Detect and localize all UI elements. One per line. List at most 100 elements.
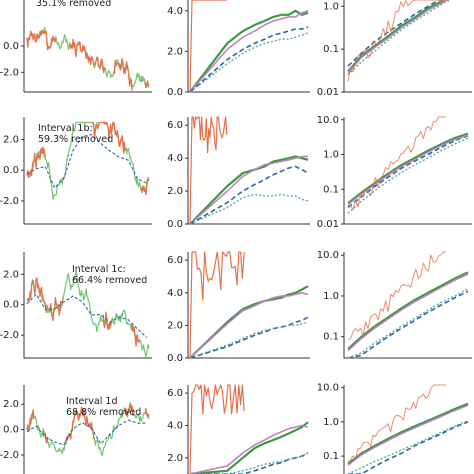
series-green-log	[347, 132, 469, 204]
series-raw-log	[347, 251, 446, 341]
series-raw-segment	[91, 121, 126, 155]
row-1: 0.0 -2.0 35.1% removed 4.0 2.0 0.0 1.0 0.1 0.01	[0, 0, 472, 98]
series-dashed	[189, 165, 309, 225]
series-raw-segment	[143, 80, 150, 89]
series-raw-segment	[26, 146, 47, 179]
series-interpolated	[26, 121, 150, 200]
series-dashed	[189, 26, 309, 93]
linear-y-tick-label: 4.0	[167, 420, 183, 431]
structure-function-linear-panel: 6.0 4.0 2.0	[167, 384, 309, 474]
log-y-tick-label: 1.0	[323, 1, 339, 12]
series-dashed	[189, 316, 309, 359]
timeseries-panel: 2.0 0.0 -2.0 Interval 1b:59.3% removed	[0, 117, 152, 225]
series-magenta	[189, 155, 308, 225]
series-raw-structure	[189, 0, 227, 93]
series-dotted-log	[347, 419, 469, 474]
series-dotted	[190, 452, 309, 474]
linear-y-tick-label: 0.0	[167, 219, 183, 230]
linear-y-tick-label: 4.0	[167, 288, 183, 299]
series-raw-segment	[113, 57, 133, 91]
series-dotted	[189, 32, 309, 93]
log-y-tick-label: 0.1	[323, 44, 339, 55]
structure-function-log-panel: 1.0 0.1 0.01	[317, 0, 472, 98]
structure-function-log-panel: 10.0 1.0 0.1	[317, 250, 472, 359]
series-magenta	[189, 10, 309, 93]
series-dotted	[189, 193, 309, 225]
log-y-tick-label: 0.1	[323, 332, 339, 343]
series-dashed	[190, 452, 309, 474]
linear-y-tick-label: 6.0	[167, 388, 183, 399]
log-y-tick-label: 0.01	[317, 219, 339, 230]
series-raw-segment	[144, 408, 150, 417]
series-dashed-log	[347, 290, 469, 359]
removed-percent-label: 59.3% removed	[38, 134, 113, 145]
timeseries-y-tick-label: -2.0	[0, 450, 19, 461]
series-linear-interp	[26, 419, 147, 446]
log-y-tick-label: 1.0	[323, 417, 339, 428]
series-raw-segment	[26, 29, 57, 51]
linear-y-tick-label: 0.0	[167, 87, 183, 98]
series-raw-log	[347, 116, 446, 211]
series-magenta-log	[347, 273, 469, 352]
timeseries-y-tick-label: -2.0	[0, 196, 19, 207]
row-2: 2.0 0.0 -2.0 Interval 1b:59.3% removed 6.0 4.…	[0, 115, 472, 230]
series-dotted	[189, 321, 309, 359]
linear-y-tick-label: 2.0	[167, 186, 183, 197]
series-magenta-log	[347, 134, 469, 206]
series-green-log	[347, 271, 469, 350]
series-raw-segment	[139, 177, 150, 196]
series-dashed-log	[347, 0, 441, 67]
interval-label: Interval 1c:	[72, 264, 126, 275]
series-raw-structure	[189, 251, 245, 359]
log-y-tick-label: 1.0	[323, 291, 339, 302]
timeseries-y-tick-label: 2.0	[3, 269, 19, 280]
log-y-tick-label: 0.1	[323, 451, 339, 462]
series-raw-log	[347, 0, 446, 82]
removed-percent-label: 66.4% removed	[72, 275, 147, 286]
removed-percent-label: 35.1% removed	[36, 0, 111, 9]
series-linear-interp	[26, 293, 148, 338]
series-raw-segment	[26, 409, 35, 432]
series-green-log	[347, 0, 446, 73]
log-y-tick-label: 10.0	[317, 250, 339, 261]
series-magenta	[189, 292, 309, 359]
series-magenta-log	[347, 0, 449, 74]
series-raw-structure	[189, 116, 228, 225]
series-raw-segment	[124, 404, 134, 418]
linear-y-tick-label: 4.0	[167, 153, 183, 164]
timeseries-y-tick-label: -2.0	[0, 330, 19, 341]
series-magenta	[189, 424, 309, 474]
timeseries-y-tick-label: 0.0	[3, 425, 19, 436]
linear-y-tick-label: 0.0	[167, 353, 183, 364]
timeseries-y-tick-label: -2.0	[0, 67, 19, 78]
structure-function-log-panel: 10.0 1.0 0.1	[317, 383, 469, 474]
series-raw-segment	[130, 324, 140, 347]
series-raw-structure	[189, 384, 245, 474]
series-dotted-log	[347, 0, 452, 76]
linear-y-tick-label: 2.0	[167, 320, 183, 331]
series-dashed-log	[348, 421, 469, 474]
log-y-tick-label: 10.0	[317, 115, 339, 126]
timeseries-y-tick-label: 0.0	[3, 165, 19, 176]
series-dotted-log	[347, 288, 469, 359]
series-linear-interp	[26, 134, 147, 189]
structure-function-log-panel: 10.0 1.0 0.1 0.01	[317, 115, 472, 230]
linear-y-tick-label: 6.0	[167, 120, 183, 131]
series-raw-segment	[69, 38, 106, 74]
structure-function-linear-panel: 6.0 4.0 2.0 0.0	[167, 116, 310, 230]
series-green-log	[347, 402, 469, 465]
series-green	[189, 421, 309, 474]
timeseries-panel: 0.0 -2.0 35.1% removed	[0, 0, 152, 93]
log-y-tick-label: 0.01	[317, 87, 339, 98]
timeseries-y-tick-label: 2.0	[3, 399, 19, 410]
interval-label: Interval 1b:	[38, 123, 93, 134]
log-y-tick-label: 10.0	[317, 383, 339, 394]
series-magenta-log	[347, 404, 469, 466]
series-green	[189, 9, 309, 93]
timeseries-panel: 2.0 0.0 -2.0 Interval 1c:66.4% removed	[0, 252, 152, 359]
timeseries-y-tick-label: 2.0	[3, 134, 19, 145]
series-raw-log	[347, 384, 446, 463]
